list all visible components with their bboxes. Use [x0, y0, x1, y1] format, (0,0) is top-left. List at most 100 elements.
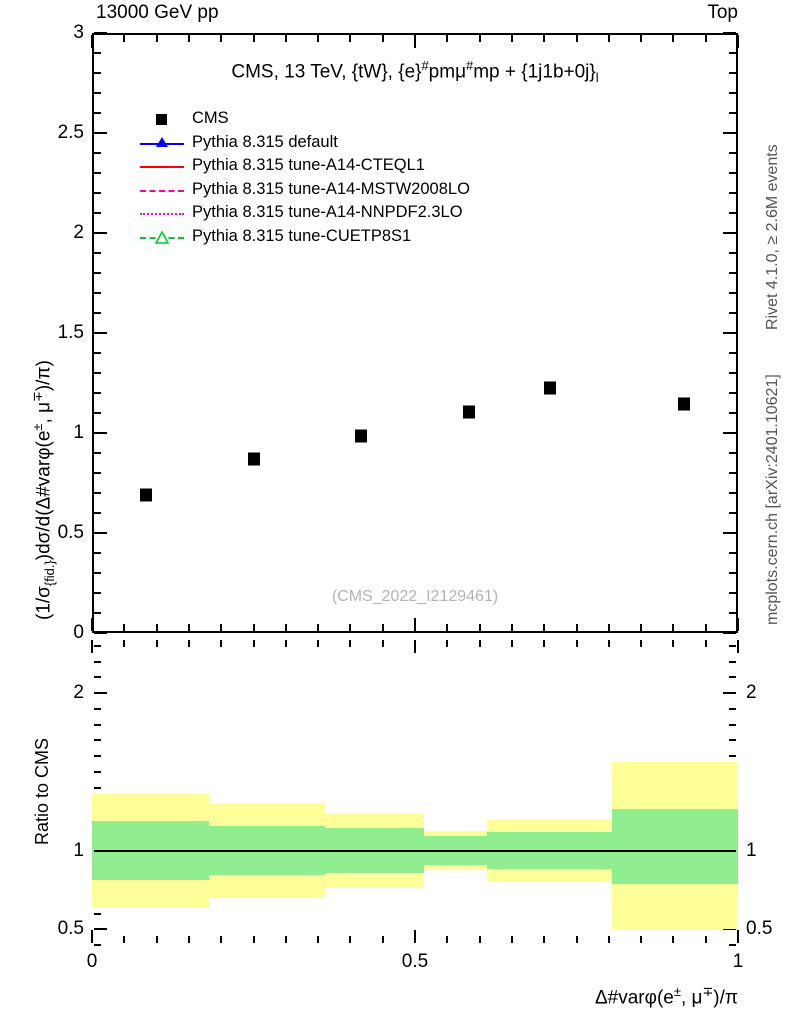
ratio-x-tick-top	[284, 640, 287, 647]
header-beam-label: 13000 GeV pp	[96, 2, 219, 23]
ratio-x-tick-top	[543, 640, 546, 647]
legend-open-triangle-marker-icon	[154, 229, 170, 249]
ratio-x-tick-top	[317, 640, 320, 647]
main-y-tick	[94, 32, 107, 34]
main-x-tick-top	[575, 35, 578, 42]
ratio-inner-band	[612, 808, 738, 884]
main-y-tick-label: 0	[73, 622, 84, 643]
mcplots-source-note: mcplots.cern.ch [arXiv:2401.10621]	[764, 374, 781, 625]
main-x-tick-top	[446, 35, 449, 42]
plot-title-sup-1: #	[421, 58, 429, 73]
ytitle-sup2: ∓	[30, 391, 45, 402]
main-x-tick-bottom	[640, 624, 643, 631]
ratio-x-tick-bottom	[155, 936, 158, 943]
main-y-tick	[94, 512, 101, 514]
main-x-tick-bottom	[575, 624, 578, 631]
main-y-tick-label: 1	[73, 422, 84, 443]
xtitle-sup1: ±	[673, 984, 681, 999]
ratio-x-tick-top	[446, 640, 449, 647]
main-x-tick-bottom	[478, 624, 481, 631]
main-y-tick-right	[723, 132, 736, 134]
main-y-axis-title: (1/σ{fid.})dσ/d(Δ#varφ(e±, μ∓)/π)	[30, 360, 57, 620]
main-x-tick-bottom	[91, 618, 93, 631]
main-y-tick-right	[729, 292, 736, 294]
main-x-tick-top	[414, 35, 416, 48]
main-y-tick-right	[729, 412, 736, 414]
ratio-y-tick-right	[729, 755, 736, 758]
main-x-tick-top	[478, 35, 481, 42]
main-x-tick-top	[187, 35, 190, 42]
ratio-y-tick-label: 2	[73, 682, 84, 704]
legend-key-marker-square	[140, 108, 184, 131]
main-y-tick-label: 3	[73, 22, 84, 43]
main-y-tick-right	[729, 112, 736, 114]
main-y-tick	[94, 572, 101, 574]
main-x-tick-bottom	[446, 624, 449, 631]
main-x-tick-top	[220, 35, 223, 42]
main-y-tick	[94, 72, 101, 74]
main-y-tick	[94, 392, 101, 394]
main-y-tick	[94, 272, 101, 274]
ratio-x-tick-bottom	[123, 936, 126, 943]
ratio-y-tick-right	[729, 660, 736, 663]
plot-title-part-b: pmμ	[428, 61, 467, 83]
ratio-y-tick	[94, 707, 101, 710]
analysis-id-watermark: (CMS_2022_I2129461)	[331, 588, 499, 605]
ratio-x-tick-top	[672, 640, 675, 647]
legend-key-dashed	[140, 179, 184, 202]
main-y-tick-right	[729, 552, 736, 554]
ratio-x-tick-top	[607, 640, 610, 647]
ratio-x-tick-top	[640, 640, 643, 647]
main-y-tick-label: 2.5	[57, 122, 84, 143]
main-x-tick-bottom	[155, 624, 158, 631]
ratio-y-tick-right	[729, 944, 736, 946]
main-x-tick-top	[704, 35, 707, 42]
ratio-x-tick-top	[252, 640, 255, 647]
main-y-tick-right	[729, 172, 736, 174]
main-x-tick-top	[252, 35, 255, 42]
x-axis-title: Δ#varφ(e±, μ∓)/π	[595, 984, 738, 1009]
main-x-tick-bottom	[349, 624, 352, 631]
main-y-tick	[94, 532, 107, 534]
main-y-tick	[94, 312, 101, 314]
main-y-tick-label: 2	[73, 222, 84, 243]
main-y-tick-right	[729, 92, 736, 94]
ratio-y-tick-right	[729, 644, 736, 647]
main-x-tick-bottom	[414, 618, 416, 631]
ytitle-d: )/π)	[33, 360, 55, 392]
legend-label: CMS	[192, 109, 229, 127]
main-y-tick	[94, 92, 101, 94]
ytitle-a: (1/σ	[33, 586, 55, 620]
ratio-y-tick-right	[723, 692, 736, 695]
main-y-tick	[94, 472, 101, 474]
main-y-tick-right	[723, 232, 736, 234]
xtitle-sup2: ∓	[702, 984, 714, 999]
main-y-tick	[94, 612, 101, 614]
main-x-tick-top	[543, 35, 546, 42]
ratio-y-tick-right	[729, 739, 736, 742]
legend-triangle-marker-icon	[156, 136, 168, 147]
ratio-reference-line	[94, 849, 736, 852]
main-x-tick-top	[640, 35, 643, 42]
ratio-y-tick	[94, 786, 101, 789]
ratio-x-tick-top	[155, 640, 158, 647]
ratio-y-axis-title: Ratio to CMS	[32, 737, 52, 845]
main-y-tick-right	[723, 632, 736, 634]
ratio-y-tick	[94, 755, 101, 758]
ratio-y-tick	[94, 770, 101, 773]
legend-line-icon	[140, 166, 184, 168]
main-x-tick-top	[737, 35, 739, 48]
main-y-tick-right	[729, 252, 736, 254]
main-y-tick-right	[729, 472, 736, 474]
main-x-tick-bottom	[607, 624, 610, 631]
main-x-tick-top	[123, 35, 126, 42]
main-y-tick	[94, 52, 101, 54]
ratio-y-tick-label: 0.5	[57, 918, 84, 940]
ratio-y-tick-label-right: 1	[746, 839, 757, 861]
main-y-tick-right	[729, 452, 736, 454]
main-x-tick-bottom	[672, 624, 675, 631]
main-y-tick	[94, 632, 107, 634]
main-y-tick	[94, 192, 101, 194]
ratio-x-tick-top	[575, 640, 578, 647]
ratio-x-tick-bottom	[575, 936, 578, 943]
